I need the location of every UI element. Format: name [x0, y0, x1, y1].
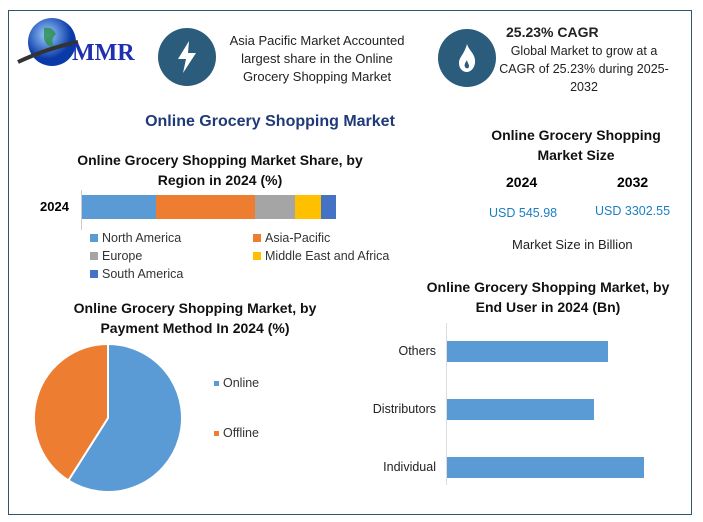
flame-icon — [459, 44, 476, 72]
legend-label: South America — [102, 267, 184, 281]
flame-badge — [438, 29, 496, 87]
cagr-title: 25.23% CAGR — [506, 24, 599, 40]
logo-text: MMR — [72, 40, 135, 66]
main-title: Online Grocery Shopping Market — [145, 113, 395, 130]
mmr-logo: MMR — [14, 14, 144, 74]
globe-icon — [17, 18, 79, 66]
legend-label: Asia-Pacific — [265, 231, 331, 245]
pie-slice-online — [66, 342, 183, 493]
value-2024: USD 545.98 — [489, 206, 558, 220]
legend-label: Europe — [102, 249, 143, 263]
value-2032: USD 3302.55 — [595, 204, 671, 218]
bar-segment-asia-pacific — [155, 195, 255, 219]
unit-note: Market Size in Billion — [512, 237, 633, 252]
legend-north-america: North America — [90, 231, 181, 245]
category-label: Individual — [383, 460, 436, 474]
lightning-icon — [178, 41, 196, 73]
stacked-bar — [82, 195, 336, 219]
category-label: Distributors — [372, 402, 436, 416]
pie-slice-offline — [33, 342, 109, 482]
legend-online: Online — [214, 376, 259, 390]
end-user-chart-title: Online Grocery Shopping Market, by End U… — [426, 279, 670, 315]
legend-label: Offline — [223, 426, 259, 440]
frame — [8, 10, 692, 515]
cagr-text: Global Market to grow at a CAGR of 25.23… — [499, 44, 669, 94]
lightning-badge — [158, 28, 216, 86]
payment-pie — [33, 342, 183, 493]
bar-distributors — [447, 399, 594, 420]
bar-segment-middle-east-and-africa — [295, 195, 321, 219]
bar-segment-north-america — [82, 195, 156, 219]
bar-segment-europe — [254, 195, 296, 219]
legend-asia-pacific: Asia-Pacific — [253, 231, 330, 245]
year-2032: 2032 — [617, 174, 649, 190]
category-label-2024: 2024 — [40, 199, 69, 214]
bar-segment-south-america — [320, 195, 336, 219]
legend-label: Online — [223, 376, 260, 390]
bar-others — [447, 341, 608, 362]
payment-chart-title: Online Grocery Shopping Market, by Payme… — [73, 300, 317, 336]
legend-label: Middle East and Africa — [265, 249, 390, 263]
category-label: Others — [398, 344, 436, 358]
legend-europe: Europe — [90, 249, 142, 263]
region-chart-title: Online Grocery Shopping Market Share, by… — [77, 152, 363, 188]
legend-offline: Offline — [214, 426, 259, 440]
market-size-title: Online Grocery Shopping Market Size — [491, 127, 661, 163]
highlight-text: Asia Pacific Market Accounted largest sh… — [229, 33, 405, 84]
legend-mea: Middle East and Africa — [253, 249, 389, 263]
axis-line — [81, 190, 82, 230]
bar-individual — [447, 457, 644, 478]
legend-label: North America — [102, 231, 182, 245]
year-2024: 2024 — [506, 174, 538, 190]
axis-line — [446, 323, 447, 485]
legend-south-america: South America — [90, 267, 183, 281]
